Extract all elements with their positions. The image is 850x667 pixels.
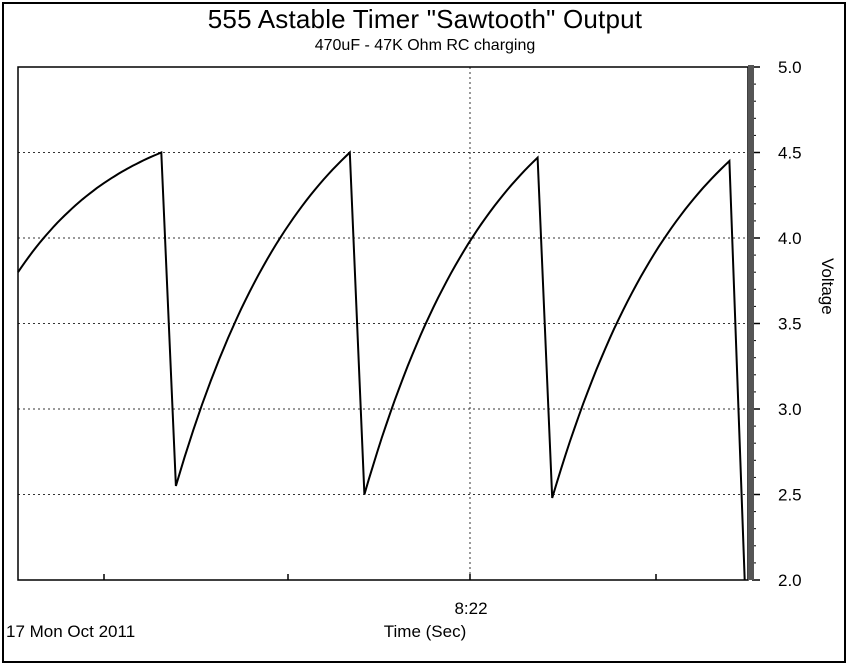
y-tick-label: 5.0 — [778, 58, 802, 77]
y-axis-shadow — [748, 65, 754, 580]
grid-lines — [18, 67, 748, 580]
x-center-tick-label: 8:22 — [454, 599, 488, 618]
y-tick-label: 3.5 — [778, 315, 802, 334]
y-tick-label: 4.0 — [778, 229, 802, 248]
chart-subtitle: 470uF - 47K Ohm RC charging — [314, 37, 536, 54]
x-axis-label: Time (Sec) — [383, 622, 467, 641]
y-tick-labels: 2.0 2.5 3.0 3.5 4.0 4.5 5.0 — [778, 58, 802, 590]
chart-title: 555 Astable Timer "Sawtooth" Output — [207, 4, 643, 34]
axis-ticks — [103, 66, 760, 581]
date-label: 17 Mon Oct 2011 — [6, 622, 136, 641]
series-line-voltage — [17, 150, 746, 581]
y-tick-label: 2.5 — [778, 486, 802, 505]
y-axis-label: Voltage — [818, 258, 837, 315]
y-tick-label: 3.0 — [778, 400, 802, 419]
y-tick-label: 4.5 — [778, 144, 802, 163]
y-tick-label: 2.0 — [778, 571, 802, 590]
